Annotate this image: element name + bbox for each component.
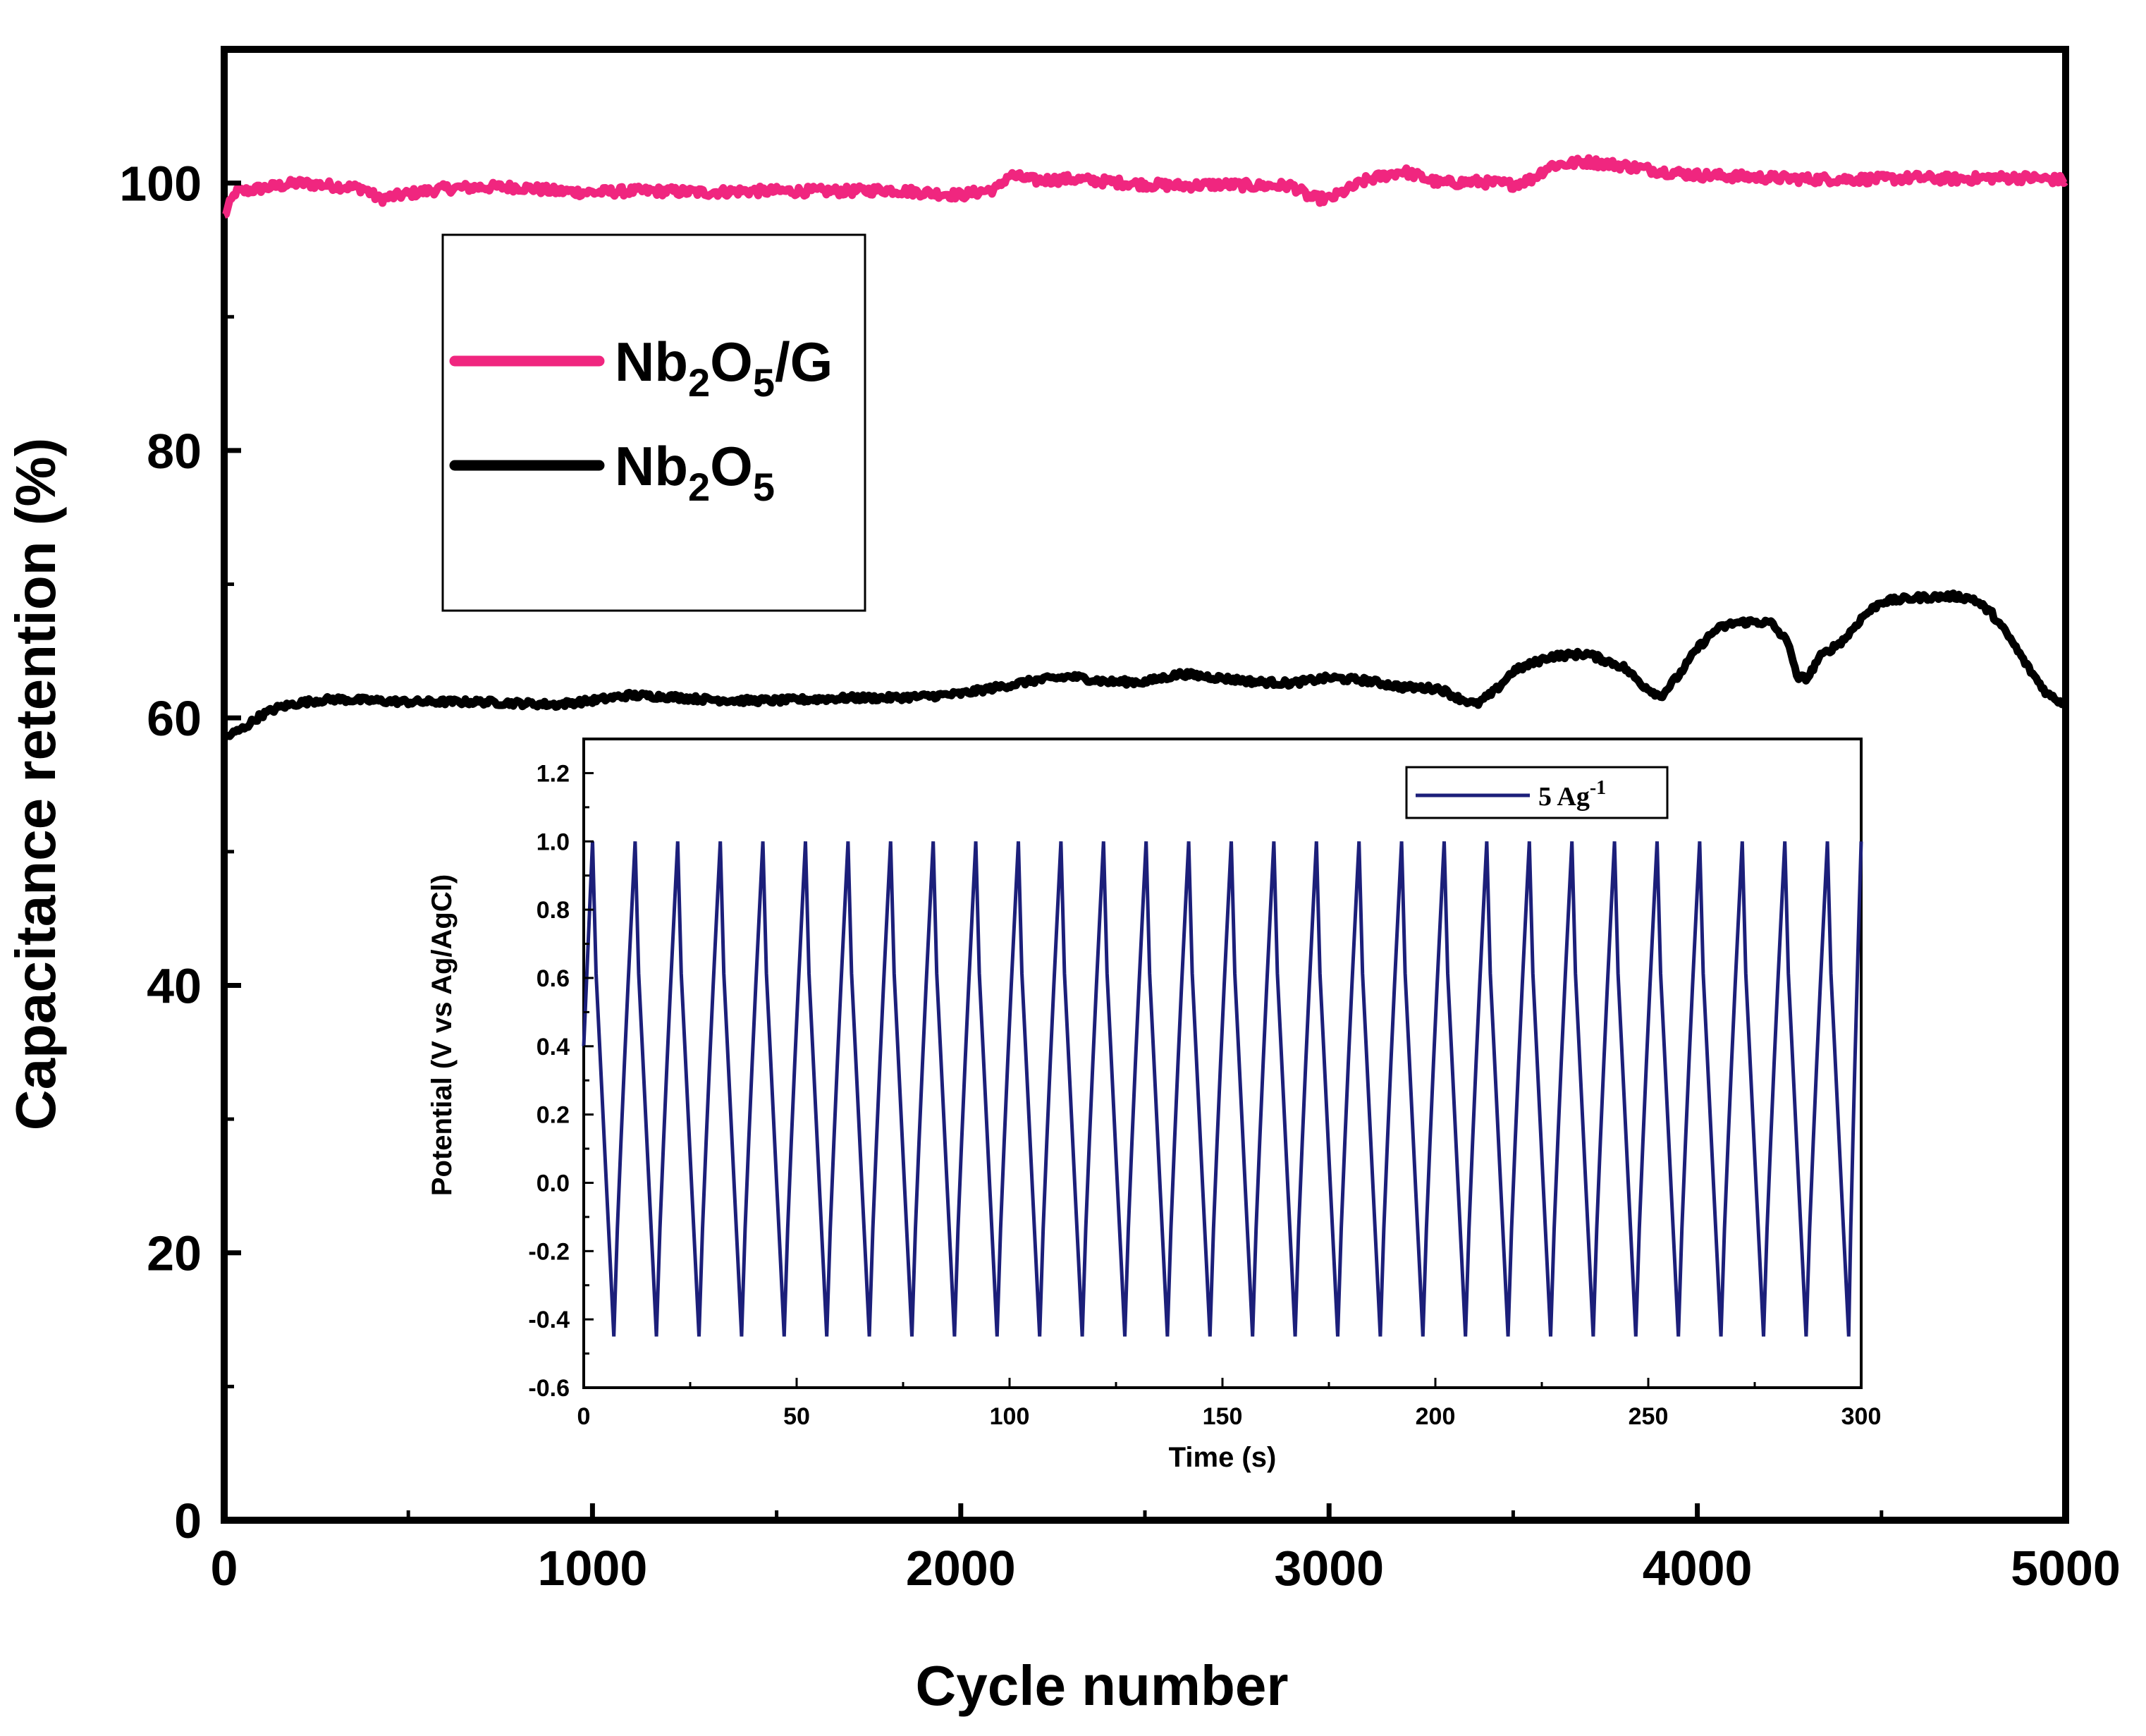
main-series-group bbox=[222, 154, 2069, 741]
inset-y-tick-label: 0.8 bbox=[536, 897, 570, 924]
series-line-5-ag bbox=[582, 841, 1863, 1337]
main-y-tick-label: 40 bbox=[147, 958, 202, 1013]
inset-y-tick-label: -0.2 bbox=[528, 1238, 570, 1265]
legend-label-5-ag: 5 Ag-1 bbox=[1538, 777, 1606, 812]
inset-x-tick-label: 100 bbox=[990, 1403, 1030, 1430]
inset-y-tick-label: 0.0 bbox=[536, 1170, 570, 1197]
legend-label-nb2o5: Nb2O5 bbox=[615, 435, 775, 509]
series-line-nb2o5 bbox=[222, 589, 2069, 741]
main-y-tick-label: 0 bbox=[174, 1493, 202, 1548]
main-y-tick-label: 100 bbox=[119, 157, 202, 212]
main-x-axis: 0 1000 2000 3000 4000 5000 bbox=[211, 1503, 2121, 1596]
main-y-tick-label: 80 bbox=[147, 424, 202, 479]
inset-y-tick-label: 1.0 bbox=[536, 829, 570, 855]
main-x-tick-label: 0 bbox=[211, 1541, 238, 1596]
inset-legend-box bbox=[1405, 766, 1669, 819]
inset-background bbox=[584, 739, 1861, 1388]
inset-x-tick-label: 300 bbox=[1841, 1403, 1882, 1430]
inset-x-tick-label: 50 bbox=[783, 1403, 810, 1430]
main-x-tick-label: 5000 bbox=[2011, 1541, 2121, 1596]
main-y-tick-label: 20 bbox=[147, 1226, 202, 1281]
inset-y-axis: -0.6 -0.4 -0.2 0.0 0.2 0.4 0.6 0.8 1.0 1.2 bbox=[528, 738, 594, 1402]
legend-label-nb2o5-g: Nb2O5/G bbox=[615, 331, 833, 405]
main-x-tick-label: 2000 bbox=[906, 1541, 1016, 1596]
inset-y-tick-label: 0.4 bbox=[536, 1034, 570, 1060]
inset-y-tick-label: 0.6 bbox=[536, 965, 570, 992]
main-legend: Nb2O5/G Nb2O5 bbox=[441, 233, 866, 612]
inset-y-axis-title: Potential (V vs Ag/AgCl) bbox=[427, 874, 458, 1196]
inset-y-tick-label: 0.2 bbox=[536, 1102, 570, 1129]
inset-legend: 5 Ag-1 bbox=[1405, 766, 1669, 819]
inset-x-axis: 0 50 100 150 200 250 300 bbox=[577, 1378, 1882, 1430]
main-x-axis-title: Cycle number bbox=[915, 1654, 1288, 1717]
inset-series-group bbox=[582, 841, 1863, 1337]
inset-chart: 0 50 100 150 200 250 300 -0.6 -0.4 -0.2 0.0 0.2 0.4… bbox=[427, 738, 1882, 1473]
main-x-tick-label: 3000 bbox=[1274, 1541, 1384, 1596]
inset-x-tick-label: 200 bbox=[1416, 1403, 1456, 1430]
inset-x-tick-label: 150 bbox=[1203, 1403, 1243, 1430]
main-y-tick-label: 60 bbox=[147, 691, 202, 746]
main-y-axis-title: Capacitance retention (%) bbox=[4, 438, 67, 1130]
inset-x-axis-title: Time (s) bbox=[1169, 1442, 1277, 1473]
inset-y-tick-label: -0.4 bbox=[528, 1307, 570, 1333]
inset-x-tick-label: 0 bbox=[577, 1403, 591, 1430]
main-y-axis: 0 20 40 60 80 100 bbox=[119, 47, 241, 1548]
inset-x-tick-label: 250 bbox=[1629, 1403, 1669, 1430]
main-legend-box bbox=[441, 233, 866, 612]
series-line-nb2o5-g bbox=[222, 154, 2068, 219]
inset-y-tick-label: 1.2 bbox=[536, 760, 570, 787]
main-x-tick-label: 4000 bbox=[1643, 1541, 1753, 1596]
main-x-tick-label: 1000 bbox=[538, 1541, 648, 1596]
inset-y-tick-label: -0.6 bbox=[528, 1375, 570, 1402]
